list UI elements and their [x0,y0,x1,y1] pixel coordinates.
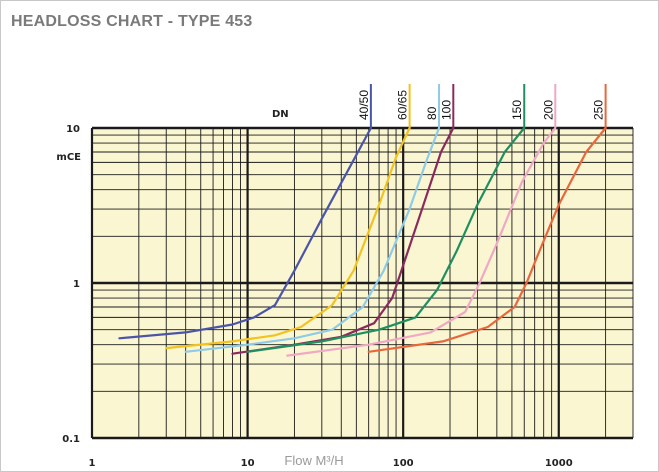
dn-labels: 40/50 60/65 80 100 150 200 250 [357,90,606,120]
series-line-250 [367,126,607,353]
y-tick-label: 0.1 [62,434,80,445]
dn-label: 40/50 [357,90,371,120]
dn-label: 60/65 [396,90,410,120]
series-line-60-65 [165,126,411,350]
y-axis-label: mCE [56,152,81,163]
series-line-200 [286,126,557,357]
dn-label: 150 [510,100,524,120]
chart-title: HEADLOSS CHART - TYPE 453 [11,13,253,30]
dn-label: 80 [425,106,439,120]
dn-label: 100 [439,100,453,120]
series-line-80 [184,126,441,353]
series-group [118,84,607,357]
x-tick-label: 1000 [545,458,573,469]
grid [90,126,634,440]
dn-label: 200 [541,100,555,120]
x-tick-label: 10 [241,458,255,469]
y-tick-label: 10 [66,124,80,135]
x-tick-label: 1 [89,458,96,469]
series-line-40-50 [118,126,372,340]
x-axis-label: Flow M³/H [284,453,343,468]
tick-labels: 1 10 100 1000 0.1 1 10 [62,124,572,469]
x-tick-label: 100 [393,458,414,469]
y-tick-label: 1 [73,279,80,290]
series-line-150 [246,126,526,353]
legend-title: DN [272,109,289,120]
dn-label: 250 [592,100,606,120]
